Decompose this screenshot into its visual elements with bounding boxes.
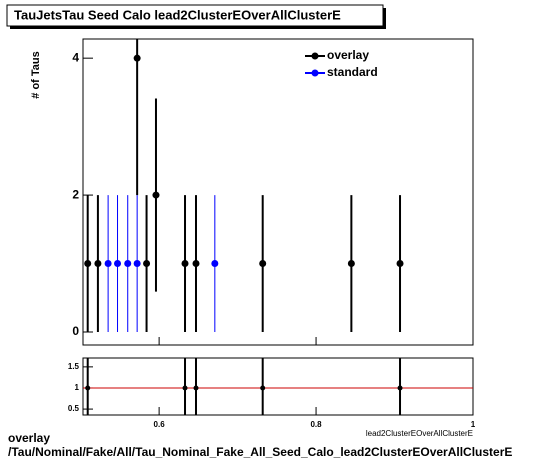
y-tick-label: 0.5 <box>68 404 80 413</box>
data-point <box>104 260 112 268</box>
y-tick-label: 1.5 <box>68 362 80 371</box>
title-box <box>6 4 384 27</box>
x-axis-label: lead2ClusterEOverAllClusterE <box>366 429 473 438</box>
x-tick-label: 1 <box>471 420 476 429</box>
y-tick-label: 0 <box>72 324 79 338</box>
data-point <box>143 260 151 268</box>
data-point <box>133 54 141 62</box>
plot-frame <box>82 38 474 346</box>
data-point <box>114 260 122 268</box>
data-point <box>124 260 132 268</box>
y-tick-label: 2 <box>72 187 79 201</box>
data-point <box>85 385 91 391</box>
data-point <box>397 385 403 391</box>
data-point <box>182 385 188 391</box>
data-point <box>181 260 189 268</box>
plot-area <box>83 358 473 415</box>
data-point <box>211 260 219 268</box>
footer-line: /Tau/Nominal/Fake/All/Tau_Nominal_Fake_A… <box>8 445 512 459</box>
data-point <box>94 260 102 268</box>
data-point <box>152 191 160 199</box>
y-tick-label: 1 <box>75 383 80 392</box>
legend-label: overlay <box>327 48 369 62</box>
legend-label: standard <box>327 65 378 79</box>
y-tick-label: 4 <box>72 50 79 64</box>
plot-area <box>84 39 404 332</box>
data-point <box>347 260 355 268</box>
x-tick-label: 0.8 <box>310 420 322 429</box>
data-point <box>133 260 141 268</box>
legend-marker <box>311 69 319 77</box>
data-point <box>193 385 199 391</box>
chart-title: TauJetsTau Seed Calo lead2ClusterEOverAl… <box>14 7 341 22</box>
y-axis-label: # of Taus <box>30 51 42 98</box>
data-point <box>259 260 267 268</box>
data-point <box>84 260 92 268</box>
legend-marker <box>311 52 319 60</box>
plot-frame <box>82 357 474 416</box>
data-point <box>260 385 266 391</box>
data-point <box>396 260 404 268</box>
footer-line: overlay <box>8 431 50 445</box>
x-tick-label: 0.6 <box>154 420 166 429</box>
data-point <box>192 260 200 268</box>
